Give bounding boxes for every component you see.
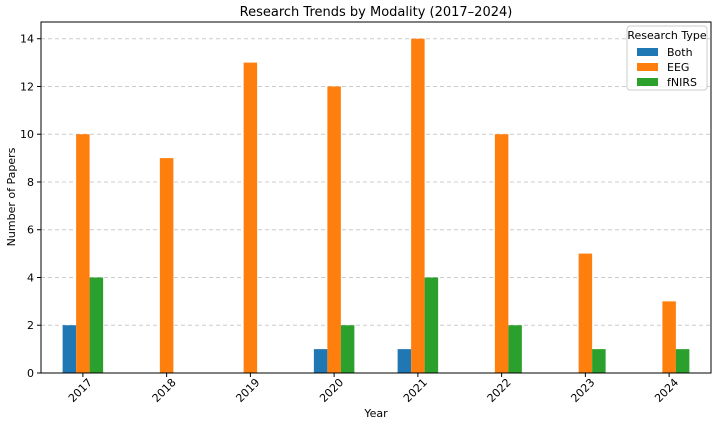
x-axis-ticks: 2017 2018 2019 2020 2021 2022 2023 2024 xyxy=(66,373,681,405)
x-tick-label: 2020 xyxy=(317,376,346,405)
y-tick-label: 12 xyxy=(20,80,34,93)
y-tick-label: 8 xyxy=(27,176,34,189)
bar-fnirs-2024 xyxy=(675,349,690,373)
bar-eeg-2023 xyxy=(578,253,593,373)
bar-both-2020 xyxy=(313,349,328,373)
y-tick-label: 10 xyxy=(20,128,34,141)
y-tick-label: 2 xyxy=(27,319,34,332)
bar-fnirs-2017 xyxy=(89,277,104,373)
legend-box xyxy=(626,25,708,91)
y-axis-label: Number of Papers xyxy=(5,147,18,246)
legend-title: Research Type xyxy=(627,29,706,42)
grid-lines xyxy=(41,38,711,374)
bar-eeg-2024 xyxy=(662,301,676,373)
x-tick-label: 2017 xyxy=(66,376,95,405)
bar-eeg-2019 xyxy=(243,62,258,374)
plot-frame xyxy=(40,21,712,374)
x-tick-label: 2021 xyxy=(401,376,430,405)
bar-both-2021 xyxy=(397,349,412,373)
legend: Research Type Both EEG fNIRS xyxy=(626,25,708,91)
legend-label-both: Both xyxy=(667,46,693,59)
bars xyxy=(62,38,690,374)
bar-eeg-2022 xyxy=(494,134,509,373)
y-tick-label: 0 xyxy=(27,367,34,380)
legend-swatch-fnirs xyxy=(637,78,658,86)
legend-swatch-both xyxy=(637,48,658,56)
y-tick-label: 14 xyxy=(20,33,34,46)
x-tick-label: 2024 xyxy=(652,376,681,405)
bar-eeg-2020 xyxy=(327,86,341,373)
x-axis-label: Year xyxy=(363,407,388,420)
x-tick-label: 2018 xyxy=(150,376,179,405)
bar-fnirs-2021 xyxy=(424,277,439,373)
legend-label-fnirs: fNIRS xyxy=(667,76,697,89)
y-axis-ticks: 0 2 4 6 8 10 12 14 xyxy=(20,33,41,380)
legend-label-eeg: EEG xyxy=(667,61,689,74)
chart-title: Research Trends by Modality (2017–2024) xyxy=(240,5,513,20)
bar-eeg-2018 xyxy=(159,158,174,373)
legend-swatch-eeg xyxy=(637,63,658,71)
bar-fnirs-2023 xyxy=(592,349,606,373)
bar-both-2017 xyxy=(62,325,77,373)
y-tick-label: 6 xyxy=(27,224,34,237)
bar-eeg-2021 xyxy=(411,38,425,373)
x-tick-label: 2019 xyxy=(233,376,262,405)
bar-fnirs-2022 xyxy=(508,325,522,373)
bar-eeg-2017 xyxy=(76,134,90,373)
x-tick-label: 2023 xyxy=(568,376,597,405)
x-tick-label: 2022 xyxy=(485,376,514,405)
bar-fnirs-2020 xyxy=(340,325,355,373)
y-tick-label: 4 xyxy=(27,271,34,284)
